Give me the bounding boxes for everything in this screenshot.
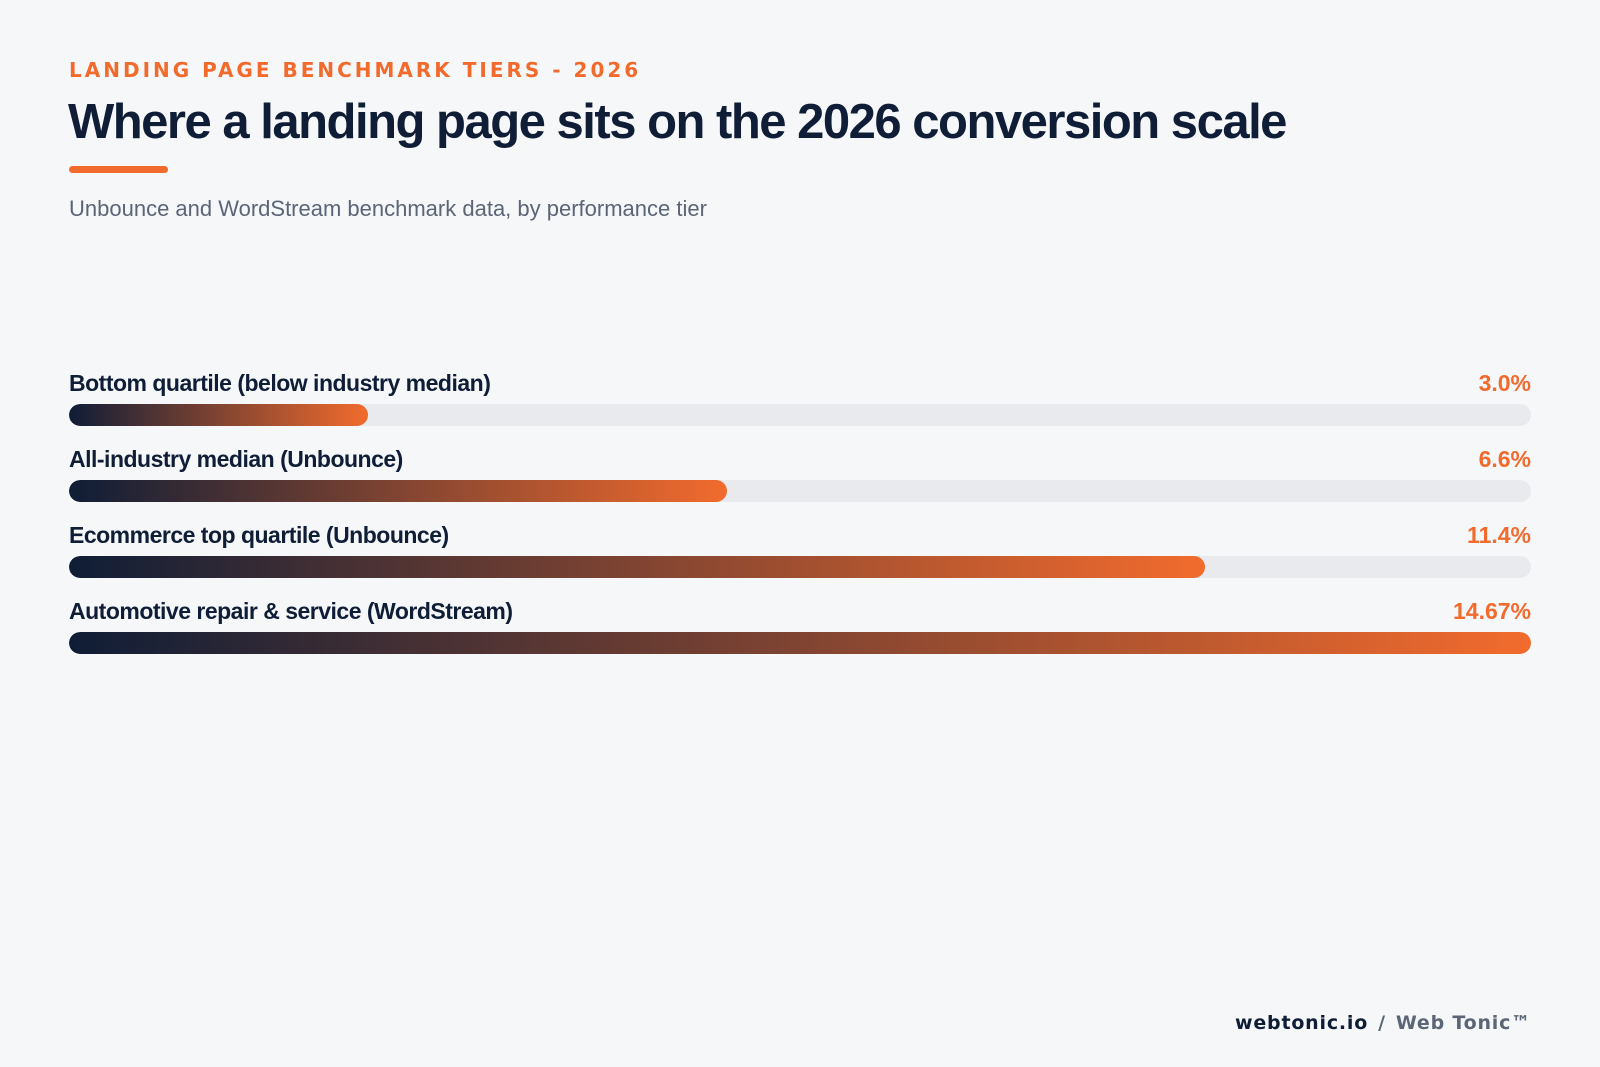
bar-label: All-industry median (Unbounce) [69,446,403,472]
bar-value-label: 14.67% [1452,598,1531,624]
footer-separator: / [1378,1012,1386,1034]
page-title: Where a landing page sits on the 2026 co… [68,95,1287,149]
bar-row: All-industry median (Unbounce) 6.6% [69,446,1531,526]
bar-label: Automotive repair & service (WordStream) [69,598,513,624]
bar-fill [69,632,1531,654]
bar-chart: Bottom quartile (below industry median) 3… [69,0,1531,1067]
bar-label: Bottom quartile (below industry median) [69,370,491,396]
bar-row: Bottom quartile (below industry median) 3… [69,370,1531,450]
footer-brand: Web Tonic™ [1395,1012,1531,1034]
footer-domain: webtonic.io [1235,1012,1369,1034]
eyebrow-label: LANDING PAGE BENCHMARK TIERS - 2026 [69,58,642,82]
bar-row: Automotive repair & service (WordStream)… [69,598,1531,678]
bar-fill [69,404,368,426]
bar-fill [69,556,1206,578]
bar-track [69,632,1531,654]
title-underline [69,166,168,173]
bar-row: Ecommerce top quartile (Unbounce) 11.4% [69,522,1531,602]
bar-value-label: 3.0% [1478,370,1531,396]
bar-label: Ecommerce top quartile (Unbounce) [69,522,449,548]
bar-track [69,556,1531,578]
bar-track [69,404,1531,426]
bar-fill [69,480,727,502]
page-subtitle: Unbounce and WordStream benchmark data, … [69,196,707,221]
bar-value-label: 11.4% [1467,522,1531,548]
bar-value-label: 6.6% [1478,446,1531,472]
footer-credit: webtonic.io / Web Tonic™ [1235,1012,1531,1034]
bar-track [69,480,1531,502]
